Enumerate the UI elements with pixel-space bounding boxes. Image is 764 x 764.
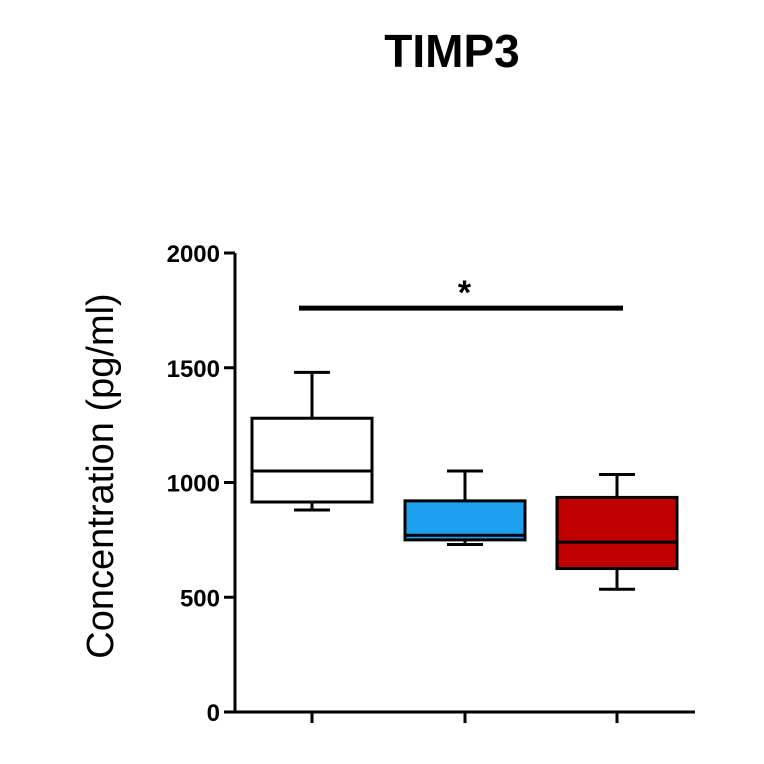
y-tick-label: 2000 (167, 241, 220, 268)
y-axis-label: Concentration (pg/ml) (80, 293, 122, 658)
y-tick-label: 1500 (167, 356, 220, 383)
box (250, 416, 374, 504)
y-tick-label: 0 (207, 700, 220, 727)
box (403, 499, 527, 542)
y-tick-label: 1000 (167, 471, 220, 498)
y-tick-label: 500 (180, 585, 220, 612)
chart-title: TIMP3 (384, 25, 520, 77)
box-group-3 (555, 472, 679, 591)
box-group-2 (403, 469, 527, 546)
y-axis: 0 500 1000 1500 2000 (167, 241, 237, 727)
significance-star: * (458, 274, 472, 312)
boxes (250, 370, 679, 591)
significance-annotation: * (299, 274, 623, 312)
x-axis (233, 710, 695, 723)
box-group-1 (250, 370, 374, 512)
box (555, 495, 679, 571)
